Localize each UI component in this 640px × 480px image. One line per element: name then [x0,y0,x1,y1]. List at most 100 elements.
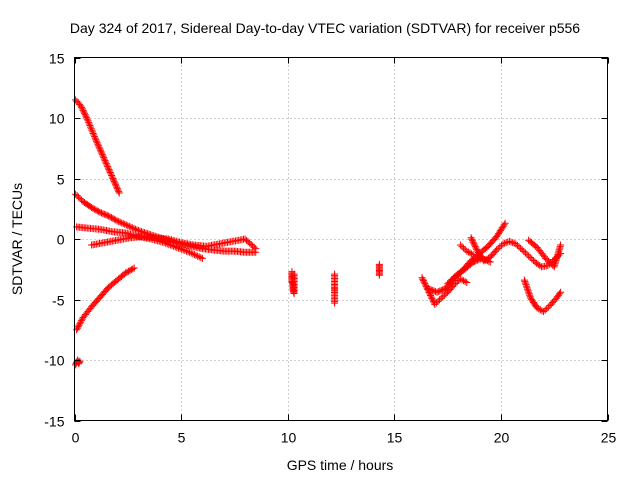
data-point-interp [113,183,121,191]
data-point-interp [536,262,544,270]
tick-labels: 0 5 10 15 20 25 -15 -10 -5 0 5 10 15 [44,51,616,446]
data-point-interp [470,240,478,248]
data-point-interp [434,297,442,305]
data-point [72,190,80,198]
data-point-interp [92,137,100,145]
data-point-interp [111,179,119,187]
data-point [160,239,168,247]
data-point [456,275,464,283]
data-point-interp [432,299,440,307]
data-point-interp [109,214,117,222]
data-point-interp [420,278,428,286]
data-point [375,271,383,279]
data-point [478,254,486,262]
data-point-interp [126,266,134,274]
data-point-interp [427,286,435,294]
data-point [113,217,121,225]
y-tick-label: 5 [57,172,65,188]
data-point-interp [105,166,113,174]
data-point-interp [94,140,102,148]
data-point-interp [436,287,444,295]
data-point-interp [526,253,534,261]
data-point-interp [439,286,447,294]
data-point-interp [442,290,450,298]
data-point-interp [128,224,136,232]
data-point-interp [522,281,530,289]
data-point-interp [190,251,198,259]
data-point-interp [170,242,178,250]
data-point-interp [194,252,202,260]
data-point-interp [494,244,502,252]
data-point-interp [429,296,437,304]
data-point [76,357,84,365]
data-point-interp [423,284,431,292]
data-point-interp [521,249,529,257]
data-point-interp [127,266,135,274]
x-tick-label: 5 [178,430,186,446]
x-tick-label: 0 [72,430,80,446]
data-point-interp [464,248,472,256]
data-point-interp [165,240,173,248]
data-point-interp [131,225,139,233]
data-point [109,175,117,182]
data-point-interp [85,120,93,128]
data-point-interp [166,241,174,249]
data-point-interp [118,219,126,227]
data-point [290,270,298,278]
data-point-interp [181,246,189,254]
data-point-interp [525,290,533,298]
data-point-interp [106,169,114,177]
data-point-interp [100,154,108,162]
data-point-interp [125,222,133,230]
data-point-interp [182,247,190,255]
data-point-interp [98,151,106,159]
data-point-interp [82,112,90,120]
data-point-interp [119,220,127,228]
data-point-interp [87,125,95,133]
data-point-interp [473,246,481,254]
data-point-interp [93,207,101,215]
data-point-interp [96,145,104,153]
data-point-interp [97,148,105,156]
data-point [557,288,565,296]
data-point-interp [125,267,133,275]
data-point-interp [428,294,436,302]
data-point-interp [538,307,546,315]
axis-ticks [74,57,609,422]
data-point-interp [535,305,543,313]
y-axis-label: SDTVAR / TECUs [9,183,25,295]
data-point-interp [111,180,119,188]
data-point-interp [107,214,115,222]
data-point-interp [83,114,91,122]
data-point-interp [491,247,499,255]
data-point-interp [113,185,121,193]
data-point-interp [93,139,101,147]
data-point-interp [460,244,468,252]
data-point-interp [77,318,85,326]
data-point-interp [95,143,103,151]
data-point-interp [471,243,479,251]
data-point-interp [96,146,104,154]
data-point-interp [91,133,99,141]
data-point-interp [80,109,88,117]
data-point [525,252,533,260]
data-point [505,237,513,245]
data-point-interp [520,247,528,255]
data-point-interp [523,284,531,292]
data-point-interp [90,131,98,139]
data-point [92,136,100,144]
y-tick-label: 15 [49,51,65,67]
data-point-interp [482,256,490,264]
data-point-interp [86,203,94,211]
data-point-interp [162,239,170,247]
data-point-interp [116,218,124,226]
data-point-interp [100,210,108,218]
data-point-interp [541,306,549,314]
data-point-interp [528,255,536,263]
y-tick-label: 0 [57,232,65,248]
data-point-interp [458,243,466,251]
data-point-interp [473,256,481,264]
data-point-interp [102,160,110,168]
